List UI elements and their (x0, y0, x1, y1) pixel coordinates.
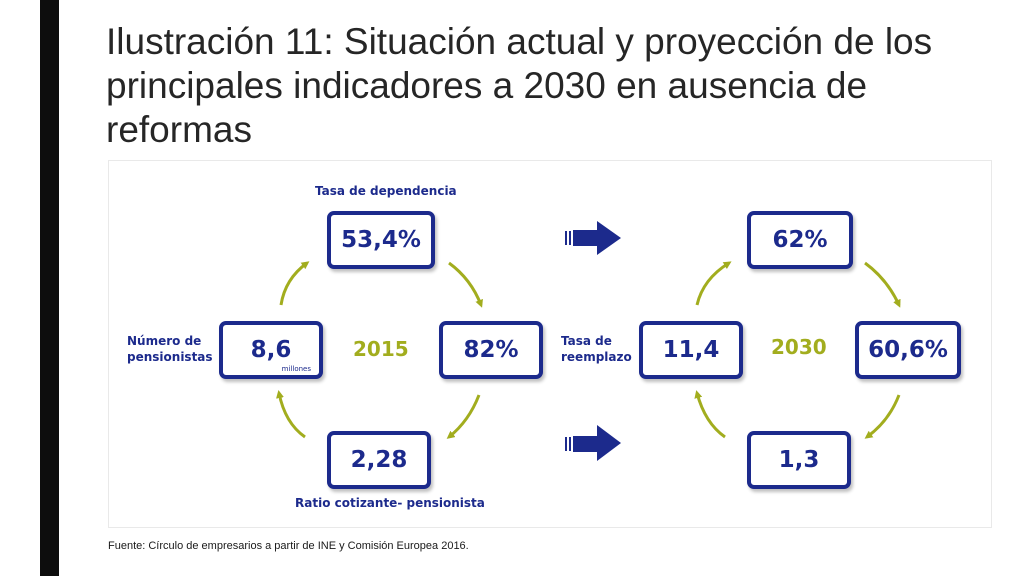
cycle-arrow-2015-left-to-top (279, 261, 310, 306)
value-2030-contributor-ratio: 1,3 (778, 447, 820, 473)
slide-side-bar (40, 0, 59, 576)
value-2030-dependency-rate: 62% (772, 227, 828, 253)
cycle-arrow-2030-top-to-right (864, 261, 901, 308)
title-prefix: Ilustración 11: (106, 21, 334, 62)
box-2015-contributor-ratio: 2,28 (327, 431, 431, 489)
box-2030-contributor-ratio: 1,3 (747, 431, 851, 489)
value-2015-pensioners-unit: millones (281, 365, 311, 373)
label-contributor-ratio: Ratio cotizante- pensionista (295, 496, 485, 510)
box-2030-replacement-rate: 60,6% (855, 321, 961, 379)
title-text: Situación actual y proyección de los pri… (106, 21, 933, 150)
box-2030-pensioners: 11,4 (639, 321, 743, 379)
label-replacement-line2: reemplazo (561, 350, 632, 364)
label-replacement-line1: Tasa de (561, 334, 612, 348)
cycle-arrow-2030-bottom-to-left (694, 390, 726, 439)
slide-title: Ilustración 11: Situación actual y proye… (106, 20, 986, 152)
label-dependency-rate: Tasa de dependencia (315, 184, 457, 198)
value-2030-pensioners: 11,4 (662, 337, 720, 363)
box-2015-replacement-rate: 82% (439, 321, 543, 379)
source-note: Fuente: Círculo de empresarios a partir … (108, 540, 469, 552)
box-2015-dependency-rate: 53,4% (327, 211, 435, 269)
label-pensioners-line2: pensionistas (127, 350, 213, 364)
label-pensioners: Número de pensionistas (127, 333, 213, 365)
year-2030: 2030 (771, 335, 827, 359)
cycle-arrow-2015-right-to-bottom (446, 394, 481, 439)
transition-arrow-top (565, 221, 621, 255)
label-pensioners-line1: Número de (127, 334, 202, 348)
cycle-arrow-2030-left-to-top (695, 261, 732, 306)
value-2015-replacement-rate: 82% (463, 337, 519, 363)
cycle-arrow-2015-bottom-to-left (276, 390, 306, 439)
diagram-arrows (276, 221, 901, 461)
value-2030-replacement-rate: 60,6% (868, 337, 948, 363)
label-replacement-rate: Tasa de reemplazo (561, 333, 632, 365)
cycle-arrow-2030-right-to-bottom (864, 394, 901, 439)
cycle-arrow-2015-top-to-right (448, 261, 483, 308)
box-2015-pensioners: 8,6 millones (219, 321, 323, 379)
year-2015: 2015 (353, 337, 409, 361)
box-2030-dependency-rate: 62% (747, 211, 853, 269)
indicators-diagram: Tasa de dependencia 53,4% Número de pens… (108, 160, 992, 528)
value-2015-contributor-ratio: 2,28 (350, 447, 408, 473)
transition-arrow-bottom (565, 425, 621, 461)
value-2015-pensioners: 8,6 (250, 337, 292, 363)
value-2015-dependency-rate: 53,4% (341, 227, 421, 253)
